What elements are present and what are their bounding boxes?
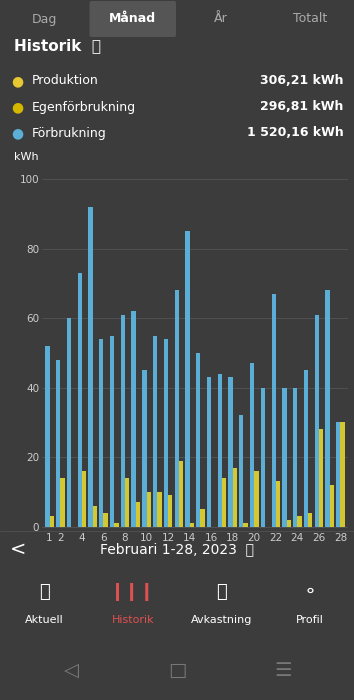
Text: kWh: kWh bbox=[14, 152, 39, 162]
Text: ⚬: ⚬ bbox=[302, 583, 317, 601]
Text: 1 520,16 kWh: 1 520,16 kWh bbox=[247, 127, 343, 139]
Bar bbox=[67, 318, 71, 526]
Bar bbox=[190, 523, 194, 526]
Text: ●: ● bbox=[12, 74, 24, 88]
Bar bbox=[304, 370, 308, 526]
Bar bbox=[114, 523, 119, 526]
Text: Förbrukning: Förbrukning bbox=[32, 127, 107, 139]
Text: Totalt: Totalt bbox=[293, 13, 327, 25]
Bar bbox=[341, 422, 345, 526]
Text: Dag: Dag bbox=[32, 13, 57, 25]
Bar bbox=[153, 335, 157, 526]
Text: 296,81 kWh: 296,81 kWh bbox=[260, 101, 343, 113]
Bar bbox=[103, 512, 108, 526]
Bar bbox=[56, 360, 60, 526]
Text: Egenförbrukning: Egenförbrukning bbox=[32, 101, 136, 113]
Text: ●: ● bbox=[12, 100, 24, 114]
Bar bbox=[196, 353, 200, 526]
Bar bbox=[207, 377, 211, 526]
Bar bbox=[315, 315, 319, 526]
Text: Februari 1-28, 2023  📅: Februari 1-28, 2023 📅 bbox=[100, 542, 254, 556]
Bar bbox=[200, 509, 205, 526]
Bar bbox=[93, 505, 97, 526]
Bar bbox=[239, 415, 244, 526]
Bar bbox=[175, 290, 179, 526]
Bar bbox=[222, 478, 226, 526]
Bar bbox=[45, 346, 50, 526]
Text: Aktuell: Aktuell bbox=[25, 615, 64, 625]
Text: År: År bbox=[215, 13, 228, 25]
Bar bbox=[50, 516, 54, 526]
Text: ☰: ☰ bbox=[274, 661, 292, 680]
Text: Historik  ⓘ: Historik ⓘ bbox=[14, 38, 101, 53]
Text: ❙❙❙: ❙❙❙ bbox=[110, 583, 155, 601]
Bar bbox=[228, 377, 233, 526]
Bar bbox=[157, 492, 161, 526]
Bar bbox=[218, 374, 222, 526]
Text: Profil: Profil bbox=[296, 615, 324, 625]
Bar bbox=[282, 388, 287, 526]
Text: <: < bbox=[10, 540, 26, 559]
Bar bbox=[147, 492, 151, 526]
Bar bbox=[325, 290, 330, 526]
Text: Månad: Månad bbox=[109, 13, 156, 25]
Text: □: □ bbox=[168, 661, 186, 680]
Bar bbox=[272, 294, 276, 526]
Text: Avkastning: Avkastning bbox=[190, 615, 252, 625]
Text: ◁: ◁ bbox=[63, 661, 79, 680]
Bar bbox=[287, 519, 291, 526]
Bar bbox=[88, 207, 93, 526]
Text: ●: ● bbox=[12, 126, 24, 140]
Bar bbox=[233, 468, 237, 526]
Bar bbox=[330, 485, 334, 526]
Bar bbox=[185, 232, 190, 526]
Text: 306,21 kWh: 306,21 kWh bbox=[260, 74, 343, 88]
Bar bbox=[110, 335, 114, 526]
Bar bbox=[136, 502, 140, 526]
FancyBboxPatch shape bbox=[90, 1, 176, 37]
Bar bbox=[168, 496, 172, 526]
Bar bbox=[82, 471, 86, 526]
Text: ⎕: ⎕ bbox=[216, 583, 227, 601]
Bar bbox=[308, 512, 313, 526]
Bar bbox=[293, 388, 297, 526]
Bar bbox=[121, 315, 125, 526]
Bar bbox=[131, 312, 136, 526]
Bar bbox=[297, 516, 302, 526]
Bar bbox=[261, 388, 265, 526]
Bar bbox=[164, 339, 168, 526]
Bar bbox=[244, 523, 248, 526]
Bar bbox=[336, 422, 341, 526]
Text: ⏶: ⏶ bbox=[39, 583, 50, 601]
Bar bbox=[78, 273, 82, 526]
Text: Historik: Historik bbox=[112, 615, 154, 625]
Bar bbox=[319, 429, 323, 526]
Bar bbox=[142, 370, 147, 526]
Bar bbox=[276, 482, 280, 526]
Bar bbox=[179, 461, 183, 526]
Bar bbox=[254, 471, 258, 526]
Bar bbox=[99, 339, 103, 526]
Bar bbox=[250, 363, 254, 526]
Bar bbox=[125, 478, 129, 526]
Text: Produktion: Produktion bbox=[32, 74, 99, 88]
Bar bbox=[60, 478, 65, 526]
